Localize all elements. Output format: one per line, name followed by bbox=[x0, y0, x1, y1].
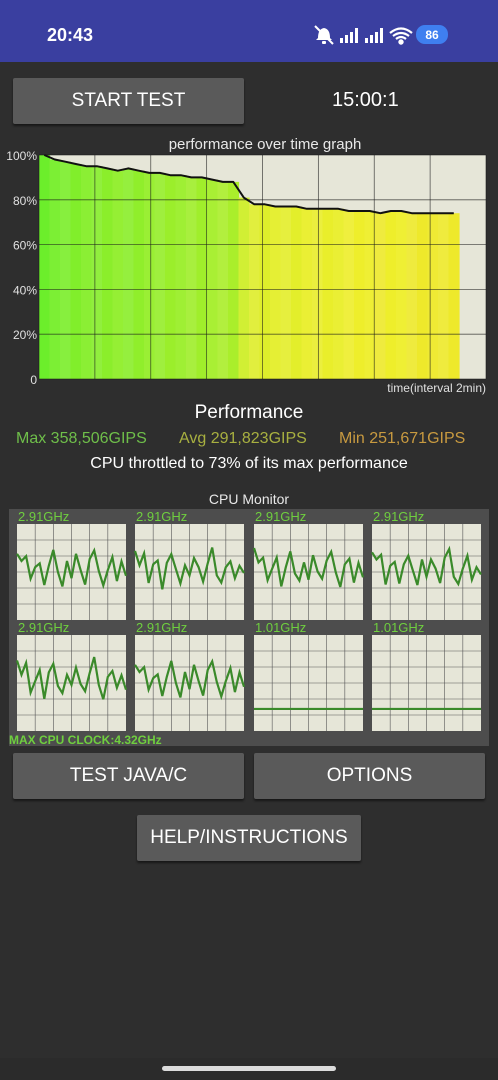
status-icons bbox=[314, 25, 413, 45]
perf-bar bbox=[154, 172, 166, 379]
perf-bar bbox=[259, 204, 271, 379]
perf-bar bbox=[186, 177, 198, 379]
cpu-freq-line bbox=[371, 545, 482, 587]
cpu-core-graph bbox=[134, 635, 246, 731]
performance-line bbox=[43, 154, 454, 215]
cpu-core-graph bbox=[254, 635, 363, 731]
perf-bar bbox=[133, 170, 145, 379]
cpu-core-freq-label: 1.01GHz bbox=[373, 620, 425, 635]
perf-bar bbox=[385, 211, 397, 379]
cpu-core-graph bbox=[15, 635, 128, 731]
y-tick-label: 60% bbox=[13, 239, 37, 253]
perf-bar bbox=[112, 170, 124, 379]
y-tick-label: 80% bbox=[13, 194, 37, 208]
cpu-core-graph bbox=[371, 524, 482, 620]
perf-bar bbox=[322, 208, 334, 379]
signal-icon bbox=[365, 28, 383, 43]
perf-bar bbox=[207, 179, 219, 379]
start-test-button[interactable]: START TEST bbox=[13, 78, 244, 124]
cpu-freq-line bbox=[134, 658, 246, 701]
cpu-monitor-graphs bbox=[15, 524, 482, 731]
perf-bar bbox=[333, 208, 345, 379]
perf-bar bbox=[291, 206, 303, 379]
status-bar: 20:43 86 bbox=[0, 0, 498, 62]
max-gips: Max 358,506GIPS bbox=[16, 430, 147, 447]
test-java-button[interactable]: TEST JAVA/C bbox=[13, 753, 244, 799]
y-tick-label: 0 bbox=[30, 373, 37, 387]
help-instructions-button[interactable]: HELP/INSTRUCTIONS bbox=[137, 815, 361, 861]
cpu-core-graph bbox=[133, 524, 245, 620]
perf-bar bbox=[396, 211, 408, 379]
perf-bar bbox=[196, 177, 208, 379]
perf-bar bbox=[228, 181, 240, 379]
perf-bar bbox=[217, 181, 229, 379]
cpu-monitor-title: CPU Monitor bbox=[208, 491, 290, 507]
perf-bar bbox=[70, 163, 82, 379]
cpu-core-graph bbox=[252, 524, 365, 620]
perf-bar bbox=[144, 172, 156, 379]
perf-bar bbox=[438, 213, 450, 379]
perf-bar bbox=[175, 175, 187, 379]
cpu-core-freq-label: 2.91GHz bbox=[255, 509, 307, 524]
perf-bar bbox=[312, 208, 324, 379]
cpu-freq-line bbox=[252, 547, 365, 588]
perf-bar bbox=[375, 213, 387, 379]
perf-bar bbox=[448, 213, 460, 379]
perf-bar bbox=[343, 211, 355, 379]
cpu-core-freq-label: 2.91GHz bbox=[136, 620, 188, 635]
performance-title: Performance bbox=[194, 402, 304, 423]
cpu-core-graph bbox=[16, 524, 128, 620]
perf-bar bbox=[280, 206, 292, 379]
status-time: 20:43 bbox=[47, 25, 94, 45]
perf-bar bbox=[49, 159, 61, 379]
perf-bar bbox=[165, 175, 177, 379]
perf-bar bbox=[406, 213, 418, 379]
graph-title: performance over time graph bbox=[168, 136, 362, 153]
signal-icon bbox=[340, 28, 358, 43]
min-gips: Min 251,671GIPS bbox=[339, 430, 466, 447]
max-cpu-clock: MAX CPU CLOCK:4.32GHz bbox=[9, 733, 162, 747]
cpu-freq-line bbox=[16, 547, 128, 590]
y-tick-label: 40% bbox=[13, 283, 37, 297]
perf-bar bbox=[270, 206, 282, 379]
perf-bar bbox=[301, 208, 313, 379]
cpu-freq-line bbox=[133, 547, 245, 590]
home-indicator[interactable] bbox=[162, 1066, 336, 1071]
perf-bar bbox=[123, 168, 135, 379]
cpu-core-graph bbox=[372, 635, 481, 731]
performance-graph: 100% 80% 60% 40% 20% 0 time(interval 2min) bbox=[6, 149, 487, 395]
perf-bar bbox=[417, 213, 429, 379]
wifi-icon bbox=[389, 27, 413, 45]
perf-bar bbox=[238, 197, 250, 379]
cpu-core-freq-label: 2.91GHz bbox=[18, 620, 70, 635]
x-axis-label: time(interval 2min) bbox=[387, 381, 486, 395]
perf-bar bbox=[364, 211, 376, 379]
perf-bar bbox=[354, 211, 366, 379]
cpu-core-freq-label: 2.91GHz bbox=[373, 509, 425, 524]
perf-bar bbox=[91, 166, 103, 379]
battery-icon: 86 bbox=[416, 25, 448, 44]
cpu-core-freq-label: 1.01GHz bbox=[255, 620, 307, 635]
cpu-core-freq-label: 2.91GHz bbox=[18, 509, 70, 524]
perf-bar bbox=[249, 204, 261, 379]
cpu-freq-line bbox=[15, 656, 128, 700]
mute-icon bbox=[314, 25, 334, 45]
perf-bar bbox=[81, 166, 93, 379]
throttle-text: CPU throttled to 73% of its max performa… bbox=[90, 455, 408, 472]
test-timer: 15:00:1 bbox=[332, 89, 399, 111]
perf-bar bbox=[427, 213, 439, 379]
perf-bar bbox=[39, 155, 51, 379]
avg-gips: Avg 291,823GIPS bbox=[179, 430, 307, 447]
cpu-core-freq-label: 2.91GHz bbox=[136, 509, 188, 524]
y-tick-label: 20% bbox=[13, 328, 37, 342]
options-button[interactable]: OPTIONS bbox=[254, 753, 485, 799]
perf-bar bbox=[60, 161, 72, 379]
y-tick-label: 100% bbox=[6, 149, 37, 163]
perf-bar bbox=[102, 168, 114, 379]
